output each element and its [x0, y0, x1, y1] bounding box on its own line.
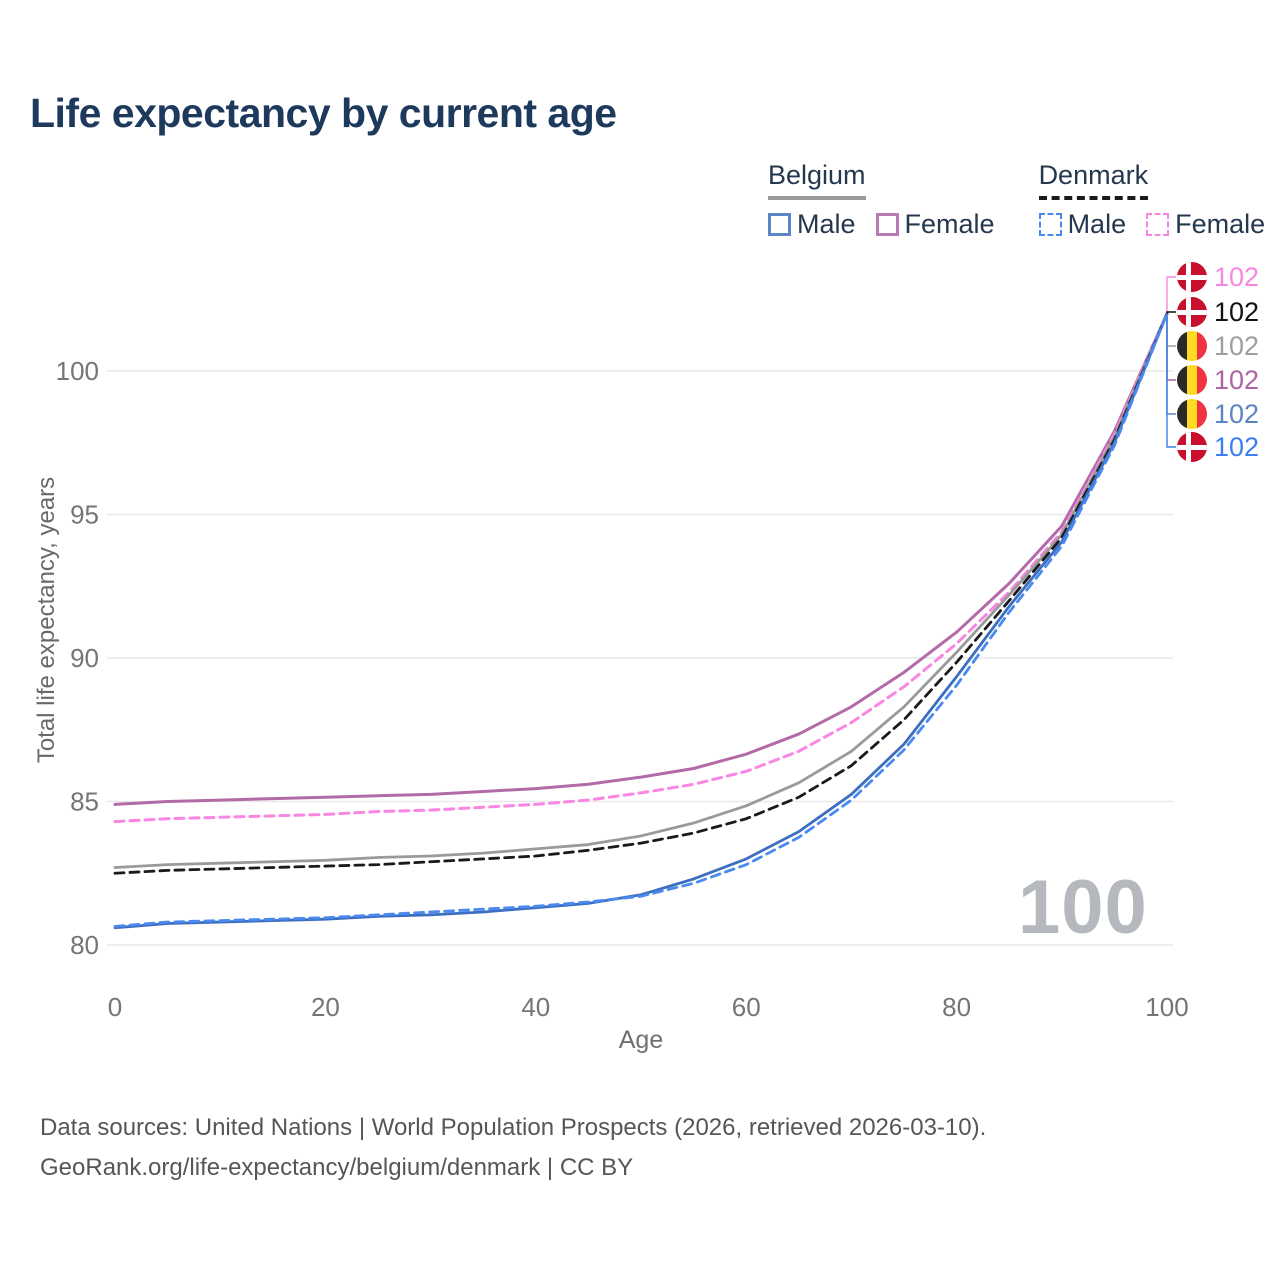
page-title: Life expectancy by current age — [30, 90, 617, 136]
leader-line — [1166, 313, 1176, 381]
legend-group-belgium: Belgium Male Female — [768, 160, 995, 240]
leader-line — [1166, 313, 1176, 448]
leader-line — [1166, 276, 1176, 314]
belgium-female-swatch-icon — [875, 213, 899, 236]
belgium-male-swatch-icon — [768, 213, 791, 236]
x-tick-label: 20 — [311, 992, 340, 1022]
leader-line — [1166, 313, 1176, 415]
series-line-denmark[interactable] — [113, 312, 1169, 875]
leader-line — [1166, 311, 1176, 314]
y-axis-title: Total life expectancy, years — [33, 476, 60, 764]
y-tick-label: 80 — [70, 930, 99, 960]
x-axis-title: Age — [618, 1026, 664, 1054]
footer: Data sources: United Nations | World Pop… — [40, 1108, 986, 1188]
series-line-denmark-female[interactable] — [113, 312, 1169, 824]
legend-item-belgium-male[interactable]: Male — [768, 209, 856, 240]
y-tick-label: 90 — [70, 643, 99, 673]
x-tick-label: 80 — [942, 992, 971, 1022]
legend-item-label: Male — [1067, 209, 1127, 239]
y-tick-label: 95 — [70, 500, 99, 530]
legend: Belgium Male Female Denmark Male — [768, 160, 1265, 240]
legend-item-label: Female — [904, 209, 995, 239]
legend-item-denmark-male[interactable]: Male — [1038, 209, 1127, 240]
denmark-male-swatch-icon — [1038, 213, 1062, 236]
legend-group-denmark: Denmark Male Female — [1038, 160, 1265, 240]
legend-country-denmark[interactable]: Denmark — [1038, 160, 1149, 200]
y-tick-label: 100 — [56, 356, 99, 386]
legend-item-denmark-female[interactable]: Female — [1146, 209, 1265, 240]
series-line-belgium-female[interactable] — [113, 312, 1169, 806]
denmark-female-swatch-icon — [1146, 213, 1170, 236]
legend-item-label: Male — [797, 209, 856, 239]
x-tick-label: 0 — [108, 992, 122, 1022]
series-line-belgium[interactable] — [113, 312, 1169, 869]
series-line-denmark-male[interactable] — [113, 312, 1169, 928]
legend-country-belgium[interactable]: Belgium — [768, 160, 866, 200]
hovered-age-indicator: 100 — [1018, 865, 1148, 950]
y-tick-label: 85 — [70, 787, 99, 817]
x-tick-label: 100 — [1145, 992, 1188, 1022]
x-tick-label: 60 — [732, 992, 761, 1022]
data-sources-line: Data sources: United Nations | World Pop… — [40, 1114, 987, 1141]
legend-item-label: Female — [1175, 209, 1266, 239]
legend-item-belgium-female[interactable]: Female — [875, 209, 995, 240]
attribution-line: GeoRank.org/life-expectancy/belgium/denm… — [40, 1154, 634, 1181]
x-tick-label: 40 — [521, 992, 550, 1022]
leader-line — [1166, 313, 1176, 347]
